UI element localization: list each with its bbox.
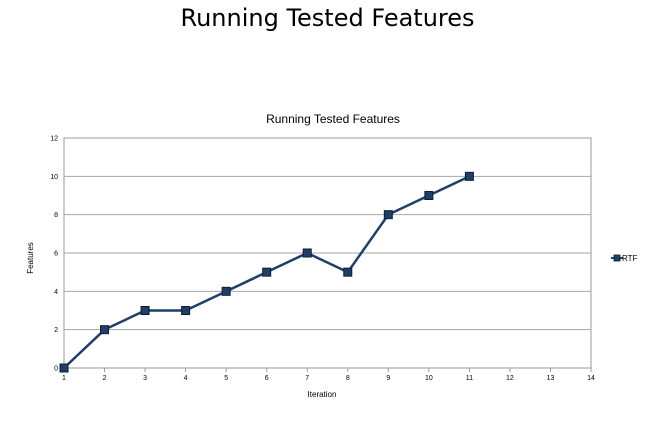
y-tick-label: 2 xyxy=(54,327,58,334)
x-tick-labels: 1 2 3 4 5 6 7 8 9 10 11 12 13 14 xyxy=(62,368,595,382)
legend-label-rtf: RTF xyxy=(622,254,638,263)
gridlines xyxy=(64,175,591,331)
x-tick-label: 11 xyxy=(466,375,473,382)
y-tick-label: 6 xyxy=(54,251,58,258)
data-point xyxy=(100,325,110,335)
data-point xyxy=(302,248,312,258)
chart-title: Running Tested Features xyxy=(266,112,400,126)
legend-marker xyxy=(613,254,621,262)
x-tick-label: 12 xyxy=(506,375,514,382)
data-point xyxy=(140,306,150,315)
data-point xyxy=(181,306,191,315)
slide-title: Running Tested Features xyxy=(180,4,475,32)
data-point xyxy=(262,267,272,277)
x-tick-label: 6 xyxy=(265,375,269,382)
x-tick-label: 13 xyxy=(547,375,555,382)
x-tick-label: 14 xyxy=(587,375,595,382)
x-tick-label: 8 xyxy=(346,375,350,382)
x-tick-label: 2 xyxy=(103,375,107,382)
y-tick-labels: 0 2 4 6 8 10 12 xyxy=(50,136,58,373)
data-point xyxy=(221,286,231,296)
x-axis-label: Iteration xyxy=(308,390,337,399)
y-tick-label: 0 xyxy=(54,366,58,373)
data-point xyxy=(424,191,434,200)
x-tick-label: 3 xyxy=(143,375,147,382)
y-axis-label: Features xyxy=(26,242,35,274)
x-tick-label: 9 xyxy=(386,375,390,382)
data-point xyxy=(383,210,393,220)
x-tick-label: 7 xyxy=(305,375,309,382)
series-layer xyxy=(59,171,474,373)
x-tick-label: 10 xyxy=(425,375,433,382)
x-tick-label: 4 xyxy=(184,375,188,382)
x-tick-label: 5 xyxy=(224,375,228,382)
y-tick-label: 8 xyxy=(54,212,58,219)
data-point xyxy=(343,267,353,277)
legend: RTF xyxy=(611,254,638,263)
y-tick-label: 12 xyxy=(50,136,58,143)
x-tick-label: 1 xyxy=(62,375,66,382)
y-tick-label: 4 xyxy=(54,289,58,296)
data-point xyxy=(59,363,69,373)
y-tick-label: 10 xyxy=(50,174,58,181)
data-point xyxy=(464,171,474,181)
